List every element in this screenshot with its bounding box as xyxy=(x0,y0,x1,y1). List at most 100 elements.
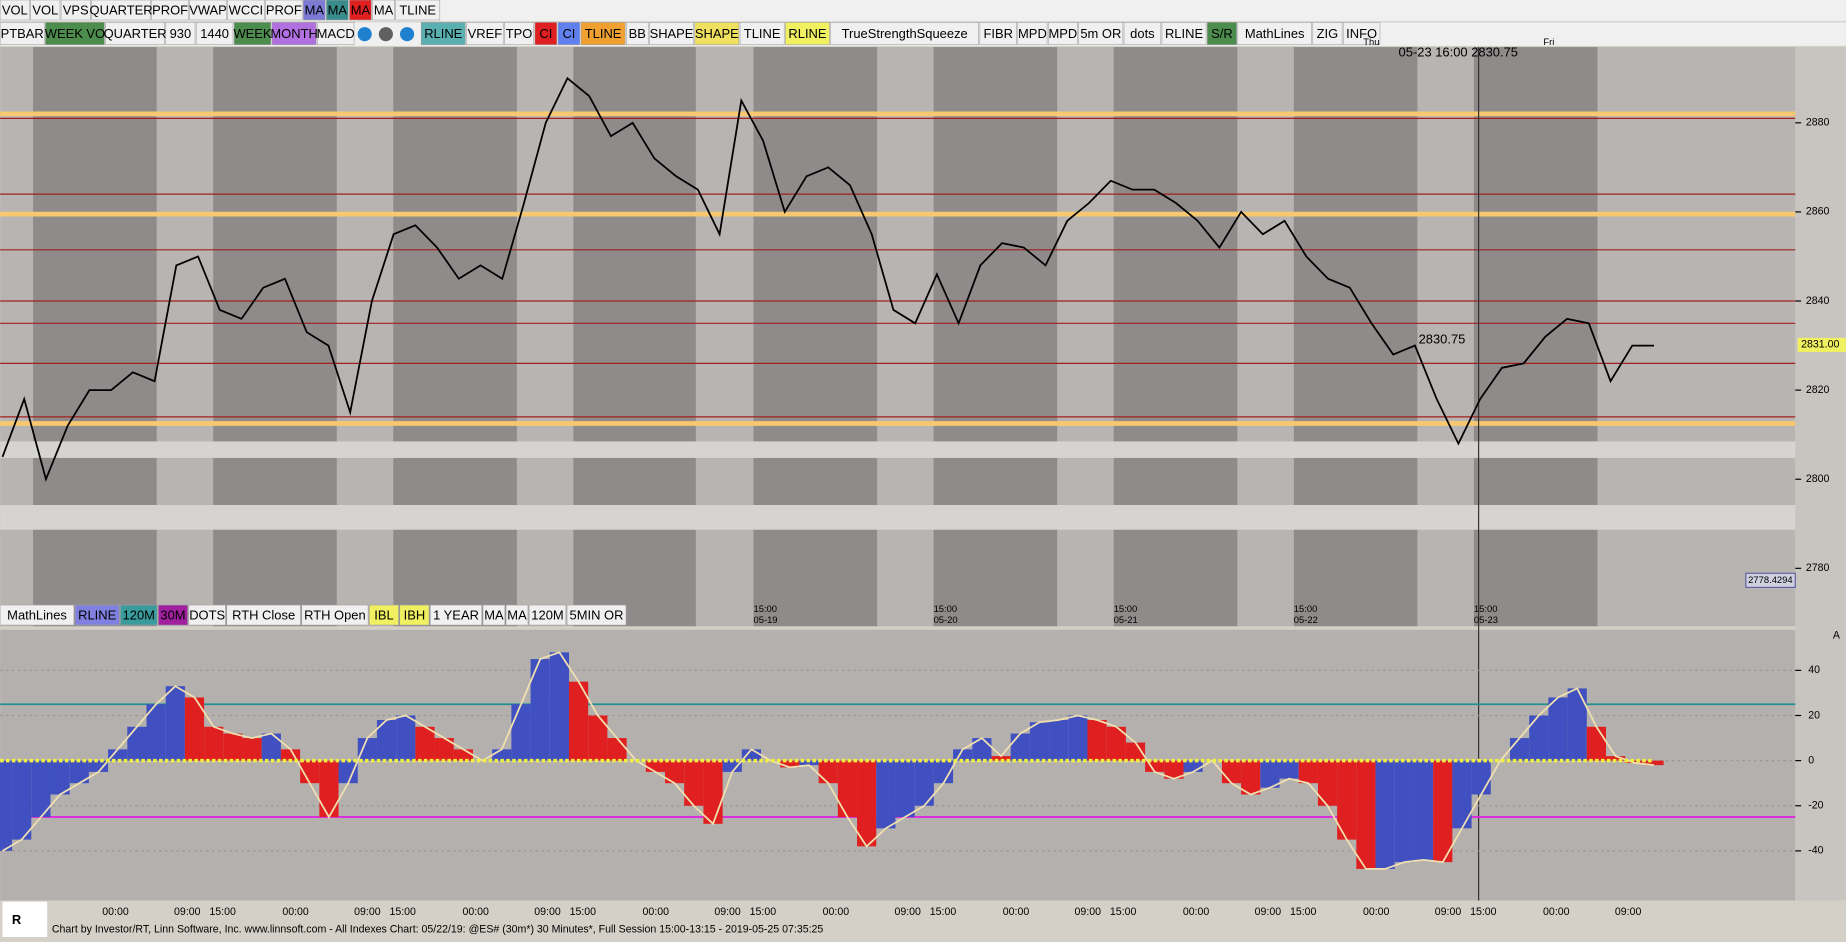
toolbar-label[interactable]: SHAPE xyxy=(695,26,739,41)
toolbar-label[interactable]: ZIG xyxy=(1317,26,1339,41)
toolbar-icon[interactable] xyxy=(357,27,372,42)
toolbar-button[interactable] xyxy=(60,0,91,21)
toolbar-label[interactable]: PROF xyxy=(152,3,188,18)
toolbar-label[interactable]: RTH Open xyxy=(304,608,366,623)
toolbar-label[interactable]: IBL xyxy=(374,608,393,623)
toolbar-button[interactable] xyxy=(0,604,75,626)
toolbar-button[interactable] xyxy=(120,604,158,626)
toolbar-label[interactable]: TLINE xyxy=(744,26,781,41)
toolbar-label[interactable]: IBH xyxy=(404,608,426,623)
toolbar-button[interactable] xyxy=(1237,22,1312,46)
toolbar-button[interactable] xyxy=(649,22,694,46)
toolbar-label[interactable]: FIBR xyxy=(983,26,1012,41)
toolbar-button[interactable] xyxy=(372,0,395,21)
toolbar-button[interactable] xyxy=(303,0,326,21)
toolbar-label[interactable]: TLINE xyxy=(399,3,436,18)
toolbar-button[interactable] xyxy=(271,22,317,46)
toolbar-icon[interactable] xyxy=(399,27,415,42)
toolbar-button[interactable] xyxy=(91,0,151,21)
toolbar-label[interactable]: DOTS xyxy=(189,608,225,623)
toolbar-label[interactable]: RLINE xyxy=(1165,26,1203,41)
toolbar-label[interactable]: SHAPE xyxy=(650,26,694,41)
toolbar-label[interactable]: MA xyxy=(484,608,504,623)
toolbar-label[interactable]: PROF xyxy=(266,3,302,18)
toolbar-label[interactable]: TPO xyxy=(506,26,533,41)
toolbar-label[interactable]: MONTH xyxy=(270,26,317,41)
toolbar-label[interactable]: QUARTER xyxy=(90,3,153,18)
toolbar-button[interactable] xyxy=(233,22,272,46)
toolbar-button[interactable] xyxy=(188,604,226,626)
toolbar-button[interactable] xyxy=(105,22,165,46)
toolbar-label[interactable]: WEEK VO xyxy=(45,26,105,41)
toolbar-button[interactable] xyxy=(528,604,567,626)
toolbar-button[interactable] xyxy=(694,22,740,46)
toolbar-button[interactable] xyxy=(226,604,301,626)
toolbar-label[interactable]: 30M xyxy=(160,608,185,623)
toolbar-label[interactable]: RLINE xyxy=(424,26,462,41)
toolbar-label[interactable]: QUARTER xyxy=(104,26,167,41)
toolbar-label[interactable]: BB xyxy=(629,26,646,41)
toolbar-label[interactable]: dots xyxy=(1130,26,1154,41)
toolbar-button[interactable] xyxy=(265,0,303,21)
toolbar-label[interactable]: MPD xyxy=(1049,26,1078,41)
toolbar-button[interactable] xyxy=(399,604,430,626)
toolbar-button[interactable] xyxy=(1312,22,1343,46)
toolbar-label[interactable]: MA xyxy=(305,3,325,18)
toolbar-label[interactable]: MA xyxy=(374,3,394,18)
toolbar-button[interactable] xyxy=(1123,22,1162,46)
toolbar-label[interactable]: INFO xyxy=(1346,26,1377,41)
toolbar-button[interactable] xyxy=(482,604,506,626)
toolbar-label[interactable]: WEEK xyxy=(233,26,271,41)
toolbar-label[interactable]: VREF xyxy=(468,26,503,41)
toolbar-button[interactable] xyxy=(785,22,830,46)
toolbar-label[interactable]: 120M xyxy=(123,608,155,623)
toolbar-button[interactable] xyxy=(1161,22,1207,46)
toolbar-button[interactable] xyxy=(504,22,535,46)
toolbar-label[interactable]: CI xyxy=(539,26,552,41)
toolbar-button[interactable] xyxy=(466,22,504,46)
toolbar-label[interactable]: VOL xyxy=(2,3,28,18)
toolbar-label[interactable]: 5MIN OR xyxy=(570,608,624,623)
toolbar-button[interactable] xyxy=(1342,22,1381,46)
toolbar-label[interactable]: MA xyxy=(328,3,348,18)
toolbar-button[interactable] xyxy=(557,22,581,46)
toolbar-label[interactable]: VOL xyxy=(32,3,58,18)
toolbar-button[interactable] xyxy=(165,22,196,46)
toolbar-label[interactable]: S/R xyxy=(1211,26,1233,41)
toolbar-label[interactable]: RLINE xyxy=(788,26,826,41)
toolbar-button[interactable] xyxy=(0,22,45,46)
toolbar-button[interactable] xyxy=(830,22,979,46)
toolbar-label[interactable]: 5m OR xyxy=(1080,26,1121,41)
toolbar-button[interactable] xyxy=(1206,22,1237,46)
toolbar-button[interactable] xyxy=(0,0,30,21)
toolbar-button[interactable] xyxy=(739,22,785,46)
toolbar-button[interactable] xyxy=(1047,22,1078,46)
toolbar-label[interactable]: MathLines xyxy=(1245,26,1305,41)
toolbar-button[interactable] xyxy=(505,604,529,626)
toolbar-label[interactable]: RLINE xyxy=(78,608,116,623)
toolbar-label[interactable]: 1 YEAR xyxy=(433,608,479,623)
toolbar-button[interactable] xyxy=(566,604,627,626)
toolbar-button[interactable] xyxy=(189,0,227,21)
toolbar-label[interactable]: MathLines xyxy=(7,608,67,623)
toolbar-button[interactable] xyxy=(301,604,369,626)
toolbar-label[interactable]: CI xyxy=(562,26,575,41)
toolbar-button[interactable] xyxy=(626,22,649,46)
toolbar-button[interactable] xyxy=(195,22,234,46)
toolbar-button[interactable] xyxy=(317,22,355,46)
toolbar-button[interactable] xyxy=(429,604,483,626)
toolbar-label[interactable]: RTH Close xyxy=(232,608,295,623)
toolbar-label[interactable]: 120M xyxy=(531,608,563,623)
toolbar-button[interactable] xyxy=(151,0,189,21)
toolbar-label[interactable]: WCCI xyxy=(229,3,263,18)
toolbar-button[interactable] xyxy=(420,22,466,46)
toolbar-button[interactable] xyxy=(1017,22,1048,46)
toolbar-label[interactable]: MACD xyxy=(317,26,355,41)
toolbar-label[interactable]: VPS xyxy=(63,3,89,18)
toolbar-label[interactable]: TLINE xyxy=(585,26,622,41)
toolbar-label[interactable]: VWAP xyxy=(189,3,227,18)
toolbar-button[interactable] xyxy=(580,22,626,46)
toolbar-button[interactable] xyxy=(74,604,120,626)
toolbar-label[interactable]: MPD xyxy=(1018,26,1047,41)
toolbar-button[interactable] xyxy=(1078,22,1124,46)
